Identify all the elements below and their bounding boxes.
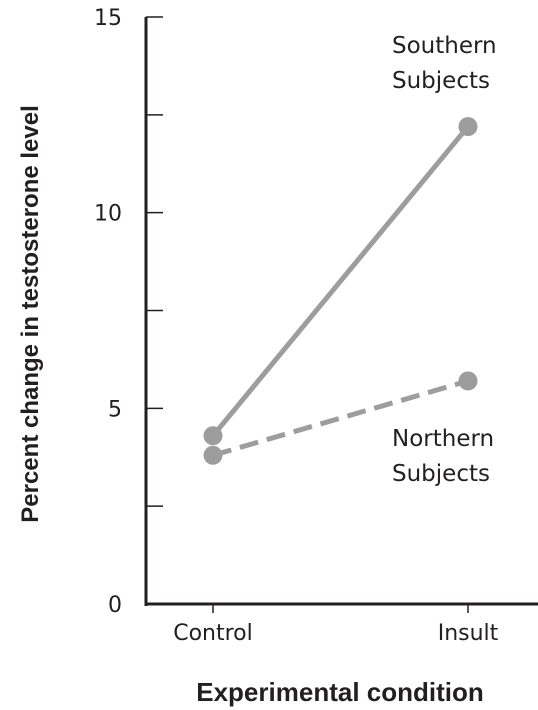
x-tick-label: Control: [173, 621, 253, 646]
y-axis-title: Percent change in testosterone level: [17, 105, 44, 522]
labels-layer: Southern Subjects Northern Subjects Expe…: [17, 33, 497, 707]
series-label-southern-line-2: Subjects: [392, 68, 490, 94]
data-point-southern-insult: [458, 117, 478, 137]
series-layer: [203, 117, 478, 465]
x-tick-label: Insult: [438, 621, 499, 646]
series-label-southern-line-1: Southern: [392, 33, 497, 59]
series-label-northern-line-2: Subjects: [392, 461, 490, 487]
data-point-northern-control: [203, 445, 223, 465]
series-label-northern-line-1: Northern: [392, 426, 494, 452]
x-axis-title: Experimental condition: [196, 677, 484, 707]
series-line-northern: [212, 378, 469, 458]
data-point-northern-insult: [458, 371, 478, 391]
y-tick-label: 0: [108, 593, 122, 618]
y-tick-label: 10: [94, 202, 122, 227]
data-point-southern-control: [203, 426, 223, 446]
y-tick-label: 15: [94, 6, 122, 31]
axes: 0 5 10 15 Control Insult: [94, 6, 538, 646]
y-tick-label: 5: [108, 397, 122, 422]
series-line-southern: [211, 124, 470, 438]
